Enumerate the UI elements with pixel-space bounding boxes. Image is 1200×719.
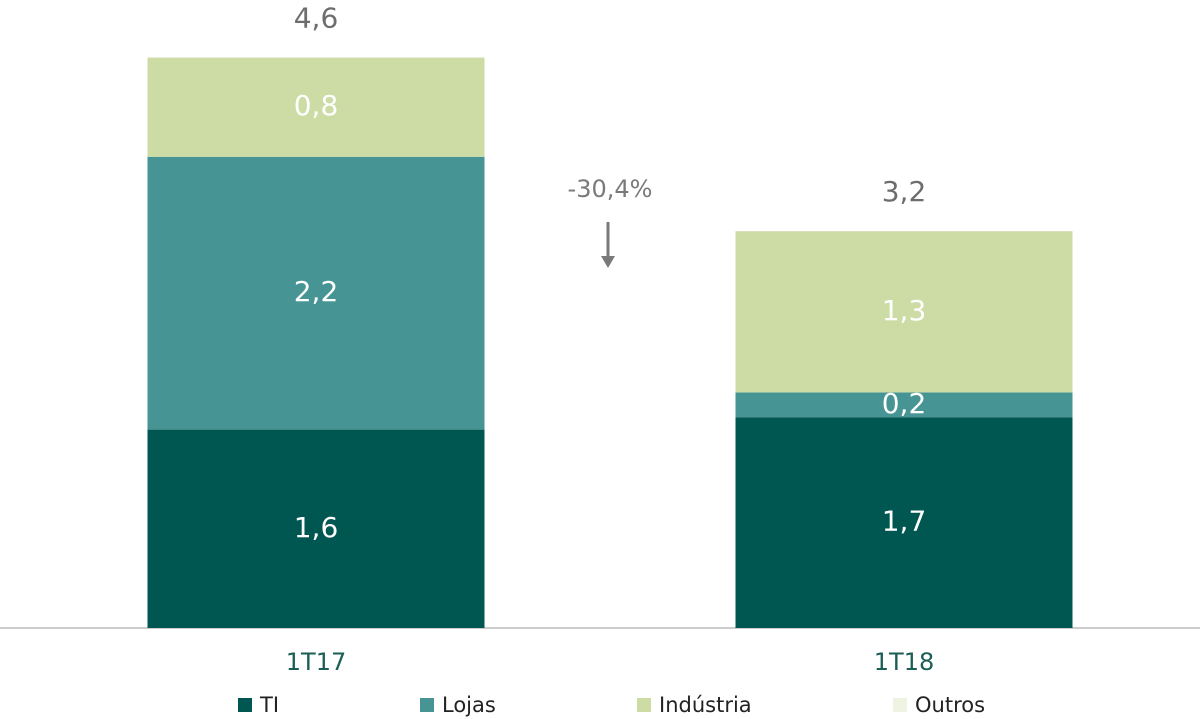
annotation: -30,4% — [568, 175, 653, 203]
data-label: 2,2 — [294, 275, 339, 308]
bar-segment — [735, 392, 1073, 418]
legend-swatch — [238, 698, 252, 712]
total-label: 3,2 — [882, 175, 927, 208]
x-tick-label: 1T17 — [286, 648, 346, 676]
legend-label: Lojas — [442, 693, 496, 717]
data-label: 1,7 — [882, 505, 927, 538]
arrow-head — [601, 256, 615, 268]
data-label: 1,3 — [882, 294, 927, 327]
data-label: 0,8 — [294, 89, 339, 122]
legend-swatch — [637, 698, 651, 712]
legend-label: Outros — [915, 693, 985, 717]
data-label: 1,6 — [294, 511, 339, 544]
legend-swatch — [893, 698, 907, 712]
x-tick-label: 1T18 — [874, 648, 934, 676]
bar-segment — [735, 417, 1073, 628]
bar-segment — [147, 429, 485, 628]
legend-swatch — [420, 698, 434, 712]
total-label: 4,6 — [294, 2, 339, 35]
bar-segment — [147, 57, 485, 157]
bar-segment — [735, 231, 1073, 393]
legend-label: Indústria — [659, 693, 752, 717]
bar-segment — [147, 156, 485, 430]
legend-label: TI — [259, 693, 279, 717]
